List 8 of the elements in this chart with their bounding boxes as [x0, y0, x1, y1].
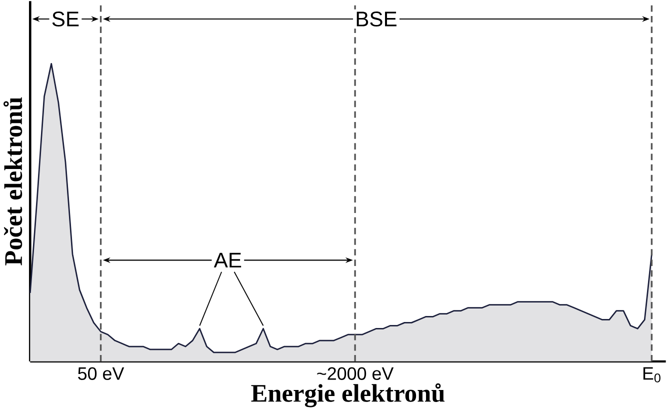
x-tick-label: E$_{0}$ [643, 367, 660, 383]
y-axis-title: Počet elektronů [4, 98, 22, 266]
x-tick-label: ~2000 eV [317, 367, 394, 380]
x-tick-label: 50 eV [78, 367, 124, 380]
text: BSE [356, 12, 396, 27]
annotation: AE [214, 253, 242, 268]
text: SE [52, 12, 79, 27]
x-axis-title: Energie elektronů [251, 383, 445, 408]
